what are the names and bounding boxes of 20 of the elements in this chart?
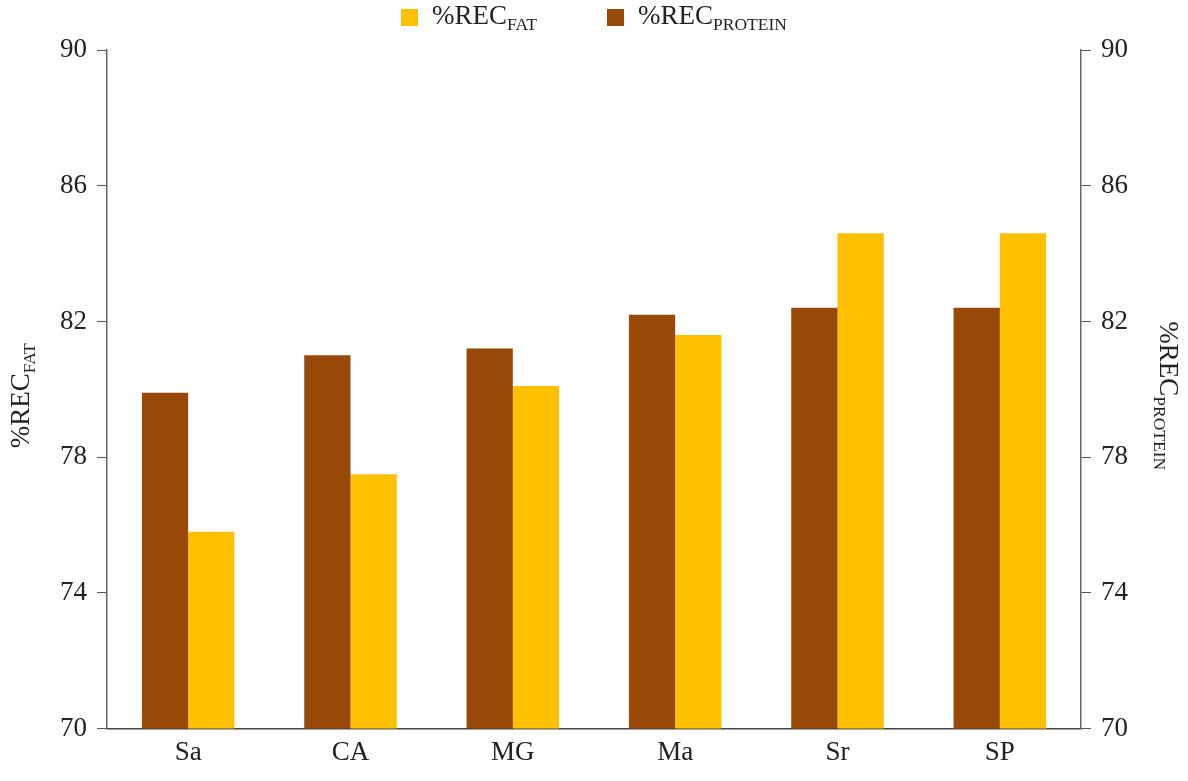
legend-label: %REC$_{FAT}$ [432,0,537,36]
y-tick-label: 78 [60,440,87,471]
y2-tick-label: 78 [1101,440,1128,471]
y2-tick-label: 70 [1101,711,1128,742]
x-tick-label: Sr [825,735,850,766]
x-tick-label: Ma [657,735,694,766]
x-tick-label: CA [331,735,370,766]
y-tick-label: 74 [60,575,88,606]
x-tick-label: SP [984,735,1015,766]
y2-tick-label: 90 [1101,33,1128,64]
legend-label: %REC$_{PROTEIN}$ [637,0,787,36]
y-tick-label: 86 [60,168,87,199]
x-tick-label: MG [491,735,535,766]
y2-tick-label: 74 [1101,575,1129,606]
y2-tick-label: 86 [1101,168,1128,199]
y-tick-label: 82 [60,304,87,335]
y2-tick-label: 82 [1101,304,1128,335]
y-tick-label: 70 [60,711,87,742]
y-tick-label: 90 [60,33,87,64]
x-tick-label: Sa [174,735,202,766]
